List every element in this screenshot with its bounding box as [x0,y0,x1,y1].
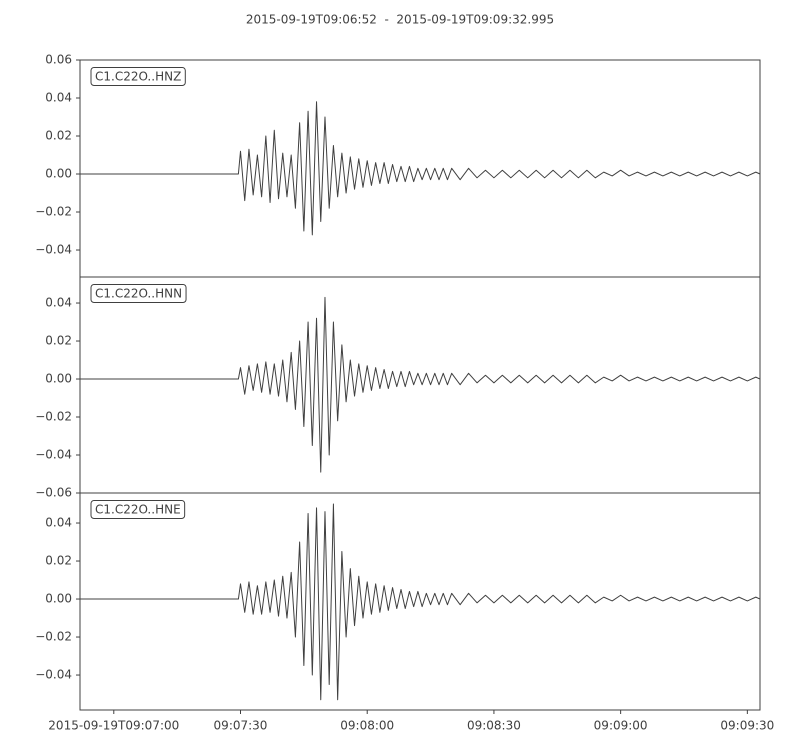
y-tick-label: −0.02 [35,630,72,644]
trace-label: C1.C22O..HNE [95,503,181,517]
y-tick-label: 0.04 [45,296,72,310]
y-tick-label: 0.00 [45,372,72,386]
y-tick-label: 0.02 [45,334,72,348]
y-tick-label: 0.04 [45,516,72,530]
y-tick-label: 0.00 [45,167,72,181]
trace [80,296,761,473]
x-tick-label: 09:08:30 [467,719,521,733]
x-tick-label: 09:09:00 [594,719,648,733]
trace-label: C1.C22O..HNN [95,287,182,301]
y-tick-label: 0.00 [45,592,72,606]
chart-title: 2015-09-19T09:06:52 - 2015-09-19T09:09:3… [246,13,554,27]
x-tick-label: 09:08:00 [340,719,394,733]
trace-label-box [90,67,186,86]
trace [80,503,761,701]
trace-label: C1.C22O..HNZ [95,70,181,84]
y-tick-label: −0.04 [35,243,72,257]
x-tick-label: 09:07:30 [214,719,268,733]
x-tick-label: 2015-09-19T09:07:00 [48,719,179,733]
y-tick-label: 0.02 [45,129,72,143]
trace-label-box [90,500,186,519]
y-tick-label: −0.02 [35,205,72,219]
y-tick-label: −0.04 [35,448,72,462]
trace-label-box [90,284,187,303]
y-tick-label: −0.04 [35,668,72,682]
panel-frame [79,492,761,711]
y-tick-label: 0.02 [45,554,72,568]
y-tick-label: 0.06 [45,53,72,67]
x-tick-label: 09:09:30 [720,719,774,733]
panel-frame [79,59,761,278]
y-tick-label: −0.02 [35,410,72,424]
trace [80,101,761,236]
panel-frame [79,276,761,494]
y-tick-label: 0.04 [45,91,72,105]
y-tick-label: −0.06 [35,486,72,500]
